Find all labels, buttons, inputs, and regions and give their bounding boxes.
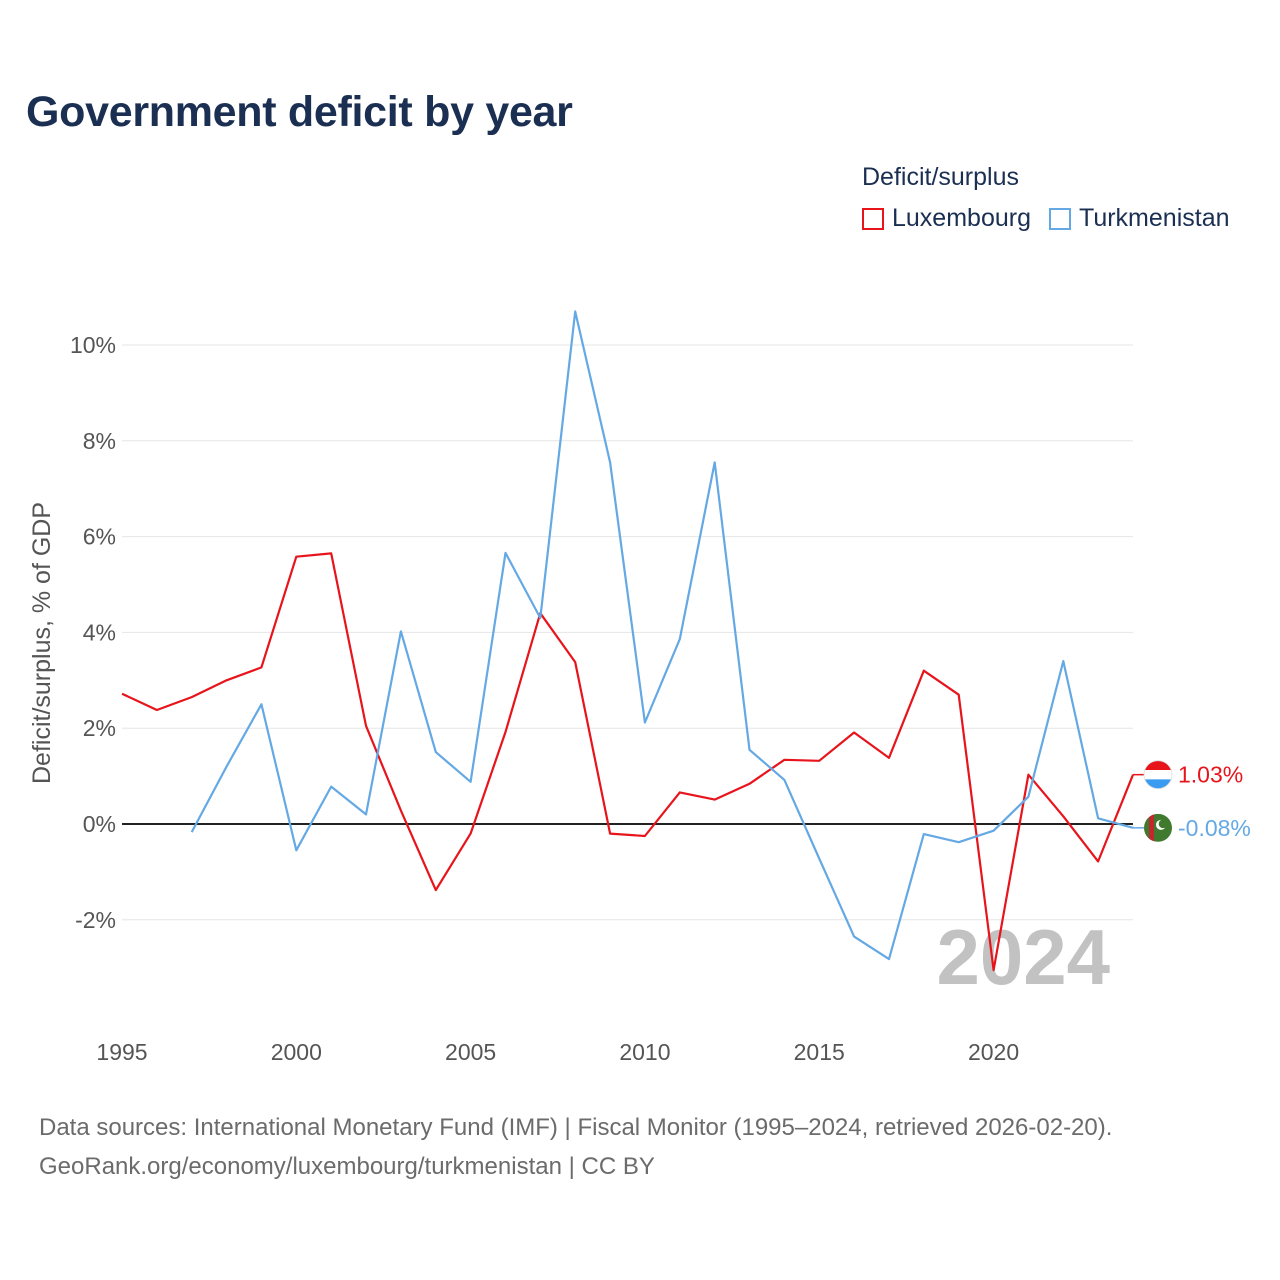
legend-item-turkmenistan[interactable]: Turkmenistan — [1048, 204, 1230, 233]
x-tick-label: 1995 — [96, 1039, 147, 1065]
y-tick-label: 8% — [83, 428, 116, 454]
y-tick-label: 0% — [83, 811, 116, 837]
end-value-label-luxembourg: 1.03% — [1178, 762, 1243, 788]
end-value-label-turkmenistan: -0.08% — [1178, 815, 1251, 841]
x-tick-label: 2000 — [271, 1039, 322, 1065]
source-note: Data sources: International Monetary Fun… — [39, 1114, 1113, 1141]
y-tick-label: 10% — [70, 332, 116, 358]
y-tick-label: 6% — [83, 524, 116, 550]
y-tick-label: -2% — [75, 907, 116, 933]
line-chart: -2% 0% 2% 4% 6% 8% 10% 1995 2000 2005 2010 2015 202… — [28, 310, 1251, 1065]
y-tick-label: 2% — [83, 715, 116, 741]
x-tick-label: 2005 — [445, 1039, 496, 1065]
legend-label-luxembourg: Luxembourg — [892, 204, 1031, 232]
luxembourg-flag-icon — [1143, 760, 1173, 790]
series-line-luxembourg — [121, 552, 1135, 972]
turkmenistan-flag-icon — [1144, 813, 1172, 842]
footer: Data sources: International Monetary Fun… — [39, 1108, 1112, 1186]
year-watermark: 2024 — [936, 913, 1110, 1001]
legend-item-luxembourg[interactable]: Luxembourg — [862, 204, 1031, 233]
legend-swatch-luxembourg — [862, 207, 884, 230]
x-tick-label: 2010 — [619, 1039, 670, 1065]
chart-title: Government deficit by year — [26, 88, 573, 136]
legend-title: Deficit/surplus — [862, 163, 1019, 191]
legend: Luxembourg Turkmenistan — [862, 204, 1248, 233]
source-url: GeoRank.org/economy/luxembourg/turkmenis… — [39, 1153, 655, 1180]
legend-swatch-turkmenistan — [1048, 207, 1071, 230]
x-tick-label: 2015 — [794, 1039, 845, 1065]
x-tick-label: 2020 — [968, 1039, 1019, 1065]
y-axis-label: Deficit/surplus, % of GDP — [28, 502, 56, 784]
legend-label-turkmenistan: Turkmenistan — [1078, 204, 1230, 232]
series-line-turkmenistan — [190, 310, 1134, 961]
y-tick-label: 4% — [83, 619, 116, 645]
